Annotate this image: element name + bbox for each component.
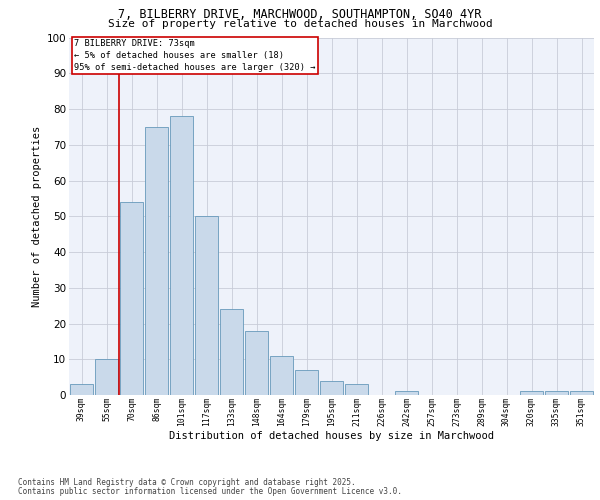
Bar <box>70 384 93 395</box>
Bar <box>270 356 293 395</box>
Text: Contains HM Land Registry data © Crown copyright and database right 2025.: Contains HM Land Registry data © Crown c… <box>18 478 356 487</box>
Bar <box>245 330 268 395</box>
Bar <box>520 392 543 395</box>
Bar <box>195 216 218 395</box>
Bar <box>145 127 168 395</box>
Bar <box>395 392 418 395</box>
Bar <box>320 380 343 395</box>
Bar <box>220 309 243 395</box>
Text: 7, BILBERRY DRIVE, MARCHWOOD, SOUTHAMPTON, SO40 4YR: 7, BILBERRY DRIVE, MARCHWOOD, SOUTHAMPTO… <box>118 8 482 20</box>
Bar <box>570 392 593 395</box>
Y-axis label: Number of detached properties: Number of detached properties <box>32 126 43 307</box>
Text: Size of property relative to detached houses in Marchwood: Size of property relative to detached ho… <box>107 19 493 29</box>
Text: Contains public sector information licensed under the Open Government Licence v3: Contains public sector information licen… <box>18 487 402 496</box>
Bar <box>345 384 368 395</box>
X-axis label: Distribution of detached houses by size in Marchwood: Distribution of detached houses by size … <box>169 431 494 441</box>
Bar <box>295 370 318 395</box>
Bar <box>545 392 568 395</box>
Bar <box>95 359 118 395</box>
Bar <box>170 116 193 395</box>
Text: 7 BILBERRY DRIVE: 73sqm
← 5% of detached houses are smaller (18)
95% of semi-det: 7 BILBERRY DRIVE: 73sqm ← 5% of detached… <box>74 40 316 72</box>
Bar <box>120 202 143 395</box>
